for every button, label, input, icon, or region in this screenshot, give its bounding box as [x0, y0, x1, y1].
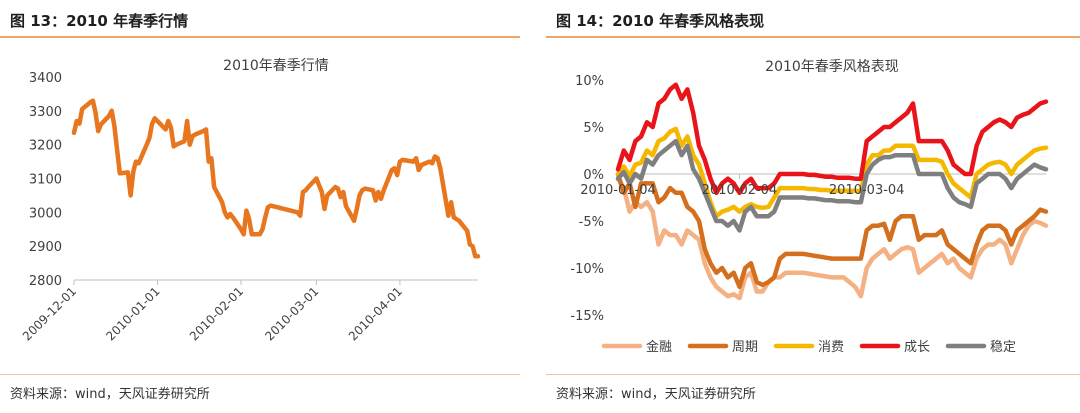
- chart-title: 2010年春季风格表现: [765, 59, 899, 75]
- spring-style-line-chart: 2010年春季风格表现 -15% -10% -5% 0% 5% 10% 2010-01-04 2…: [570, 59, 1049, 355]
- y-tick-label: 0%: [583, 168, 604, 183]
- caption-divider: [0, 36, 520, 38]
- caption-divider: [546, 36, 1080, 38]
- y-tick-label: 2800: [29, 274, 62, 289]
- y-tick-label: -15%: [570, 309, 604, 324]
- legend-label: 周期: [732, 340, 758, 355]
- figure-13-panel: 图 13：2010 年春季行情 2010年春季行情 2800 2900 3000 310…: [0, 0, 520, 413]
- figure-14-source: 资料来源：wind，天风证券研究所: [556, 387, 756, 402]
- figure-13-caption: 图 13：2010 年春季行情: [10, 12, 189, 30]
- legend-label: 金融: [646, 339, 672, 355]
- y-tick-label: 5%: [583, 121, 604, 136]
- x-tick-label: 2010-03-04: [829, 183, 905, 198]
- y-tick-label: 3200: [29, 139, 62, 154]
- y-tick-label: 3300: [29, 105, 62, 120]
- y-tick-label: 3000: [29, 206, 62, 221]
- series-line-稳定: [615, 138, 1049, 233]
- figure-14-caption: 图 14：2010 年春季风格表现: [556, 12, 765, 30]
- y-tick-label: 3400: [29, 71, 62, 86]
- legend-label: 稳定: [990, 339, 1016, 355]
- x-tick-label: 2010-02-01: [187, 284, 246, 343]
- y-tick-label: 2900: [29, 240, 62, 255]
- figure-13-source: 资料来源：wind，天风证券研究所: [10, 387, 210, 402]
- source-divider: [546, 374, 1080, 375]
- x-tick-label: 2009-12-01: [20, 284, 79, 343]
- x-tick-label: 2010-04-01: [346, 284, 405, 343]
- legend-label: 消费: [818, 340, 844, 355]
- x-tick-label: 2010-03-01: [262, 284, 321, 343]
- index-series-line: [71, 98, 481, 259]
- figure-14-panel: 图 14：2010 年春季风格表现 2010年春季风格表现 -15% -10% -5%…: [546, 0, 1080, 413]
- spring-market-line-chart: 2010年春季行情 2800 2900 3000 3100 3200 3300 3400 200…: [20, 58, 481, 343]
- x-tick-label: 2010-01-04: [580, 183, 656, 198]
- series-line-金融: [615, 176, 1049, 301]
- series-line-周期: [615, 171, 1049, 290]
- series-line-消费: [615, 126, 1049, 219]
- y-tick-label: -10%: [570, 262, 604, 277]
- x-tick-label: 2010-01-01: [103, 284, 162, 343]
- chart-title: 2010年春季行情: [223, 58, 329, 74]
- y-tick-label: 3100: [29, 173, 62, 188]
- x-tick-label: 2010-02-04: [702, 183, 778, 198]
- legend-label: 成长: [904, 340, 930, 355]
- source-divider: [0, 374, 520, 375]
- series-line-成长: [615, 82, 1049, 196]
- y-tick-label: -5%: [579, 215, 604, 230]
- y-tick-label: 10%: [575, 74, 604, 89]
